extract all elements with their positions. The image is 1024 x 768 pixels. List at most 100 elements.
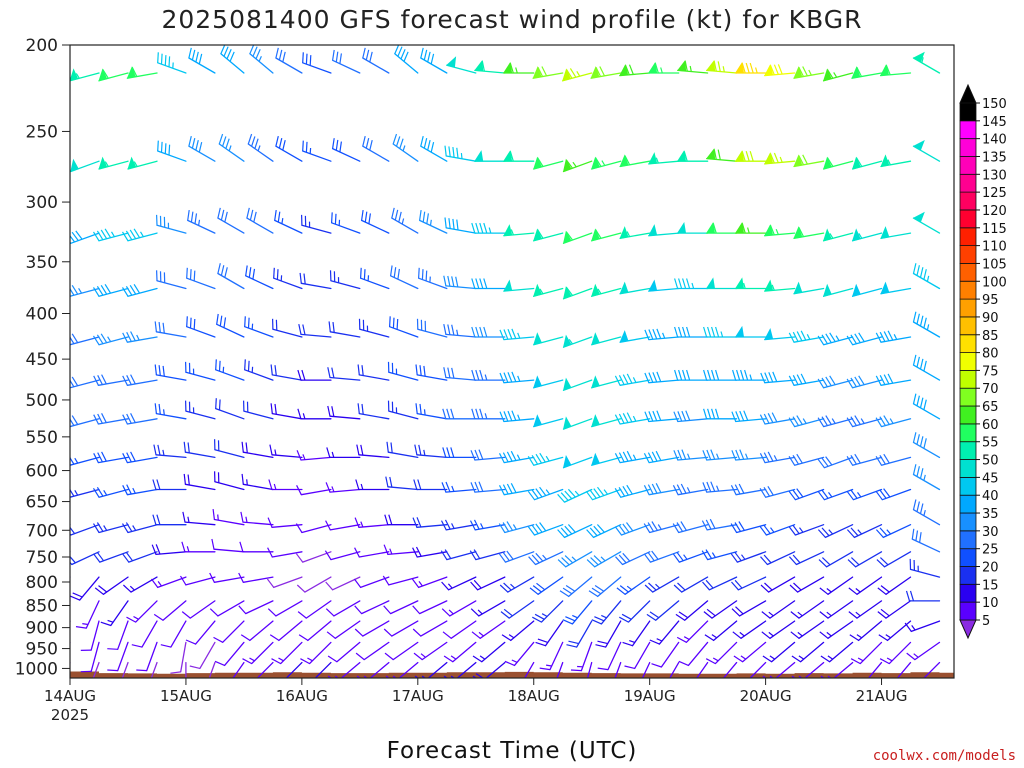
wind-barb bbox=[759, 412, 796, 425]
wind-barb bbox=[851, 66, 883, 79]
colorbar-label: 90 bbox=[982, 311, 999, 326]
wind-barb bbox=[122, 374, 158, 386]
wind-barb bbox=[562, 334, 593, 348]
wind-barb bbox=[822, 228, 854, 242]
colorbar-swatch bbox=[959, 387, 977, 407]
wind-barb bbox=[817, 375, 854, 389]
wind-barb bbox=[732, 620, 767, 639]
wind-barb bbox=[562, 600, 593, 625]
wind-barb bbox=[218, 133, 245, 162]
y-tick-label: 350 bbox=[26, 253, 58, 273]
wind-barb bbox=[208, 661, 216, 678]
wind-barb bbox=[153, 600, 187, 621]
wind-barb bbox=[93, 413, 129, 425]
wind-barb bbox=[673, 576, 709, 593]
wind-barb bbox=[498, 521, 535, 534]
wind-barb bbox=[413, 479, 448, 491]
wind-barb bbox=[527, 486, 564, 501]
colorbar-label: 65 bbox=[982, 400, 999, 415]
wind-barb bbox=[499, 328, 535, 341]
wind-barb bbox=[875, 453, 912, 466]
wind-barb bbox=[297, 369, 332, 381]
wind-barb bbox=[817, 415, 854, 428]
wind-barb bbox=[307, 661, 332, 678]
wind-barb bbox=[503, 279, 535, 292]
wind-barb bbox=[442, 620, 477, 639]
wind-barb bbox=[731, 600, 767, 617]
wind-barb bbox=[649, 620, 680, 645]
colorbar-swatch bbox=[959, 245, 977, 264]
wind-barb bbox=[912, 51, 941, 74]
colorbar-label: 105 bbox=[982, 257, 1007, 272]
wind-barb bbox=[851, 156, 883, 170]
wind-barb bbox=[566, 620, 593, 648]
wind-barb bbox=[440, 549, 477, 561]
wind-barb bbox=[93, 551, 129, 563]
wind-barb bbox=[817, 524, 854, 539]
wind-barb bbox=[220, 45, 245, 74]
wind-barb bbox=[909, 558, 941, 578]
wind-barb bbox=[186, 267, 216, 290]
wind-barb bbox=[896, 661, 912, 678]
colorbar-label: 120 bbox=[982, 204, 1007, 219]
wind-barb bbox=[570, 641, 593, 672]
wind-barb bbox=[702, 449, 738, 461]
wind-barb bbox=[442, 447, 477, 459]
wind-barb bbox=[591, 414, 622, 428]
colorbar-label: 15 bbox=[982, 578, 999, 593]
wind-barb bbox=[624, 641, 651, 670]
wind-barb bbox=[269, 444, 303, 459]
wind-barb bbox=[504, 641, 535, 667]
wind-barb bbox=[92, 228, 129, 242]
wind-barb bbox=[302, 52, 332, 74]
wind-barb bbox=[591, 600, 622, 625]
y-tick-label: 600 bbox=[26, 462, 58, 482]
x-tick-label: 15AUG bbox=[160, 687, 212, 705]
wind-barb bbox=[331, 138, 361, 162]
wind-barb bbox=[703, 408, 738, 420]
wind-barb bbox=[415, 403, 448, 420]
wind-barb bbox=[389, 265, 419, 290]
colorbar-label: 55 bbox=[982, 436, 999, 451]
wind-barb bbox=[411, 576, 448, 589]
wind-barb bbox=[791, 661, 825, 678]
wind-barb bbox=[157, 140, 187, 162]
wind-barb bbox=[585, 486, 622, 501]
wind-barb bbox=[181, 541, 216, 553]
wind-barb bbox=[817, 488, 854, 501]
wind-barb bbox=[619, 154, 651, 168]
colorbar-swatch bbox=[959, 262, 977, 282]
wind-barb bbox=[241, 441, 274, 459]
wind-barb bbox=[92, 661, 100, 678]
wind-barb bbox=[619, 600, 651, 623]
wind-barb bbox=[619, 330, 651, 343]
wind-barb bbox=[249, 661, 274, 678]
wind-barb bbox=[499, 410, 535, 423]
wind-barb bbox=[217, 207, 245, 234]
wind-barb bbox=[153, 444, 187, 459]
wind-barb bbox=[822, 68, 854, 82]
wind-barb bbox=[270, 403, 303, 420]
credit-link[interactable]: coolwx.com/models bbox=[873, 748, 1016, 764]
wind-barb bbox=[912, 393, 941, 420]
wind-barb bbox=[502, 150, 535, 162]
wind-barb bbox=[136, 641, 158, 672]
wind-barb bbox=[674, 326, 709, 338]
wind-barb bbox=[238, 600, 274, 615]
wind-barb bbox=[474, 150, 506, 162]
wind-barb bbox=[471, 369, 506, 381]
wind-barb bbox=[70, 456, 100, 466]
wind-barb bbox=[413, 641, 448, 661]
colorbar-max-arrow bbox=[959, 83, 977, 104]
wind-barb bbox=[70, 379, 71, 381]
y-tick-label: 1000 bbox=[15, 659, 58, 679]
wind-barb bbox=[877, 576, 912, 595]
wind-barb bbox=[912, 311, 941, 338]
wind-barb bbox=[616, 576, 651, 595]
wind-barb bbox=[100, 600, 129, 627]
wind-barbs bbox=[70, 45, 941, 678]
wind-barb bbox=[761, 600, 796, 619]
wind-barb bbox=[154, 321, 187, 338]
colorbar-label: 80 bbox=[982, 347, 999, 362]
wind-barb bbox=[562, 454, 593, 469]
